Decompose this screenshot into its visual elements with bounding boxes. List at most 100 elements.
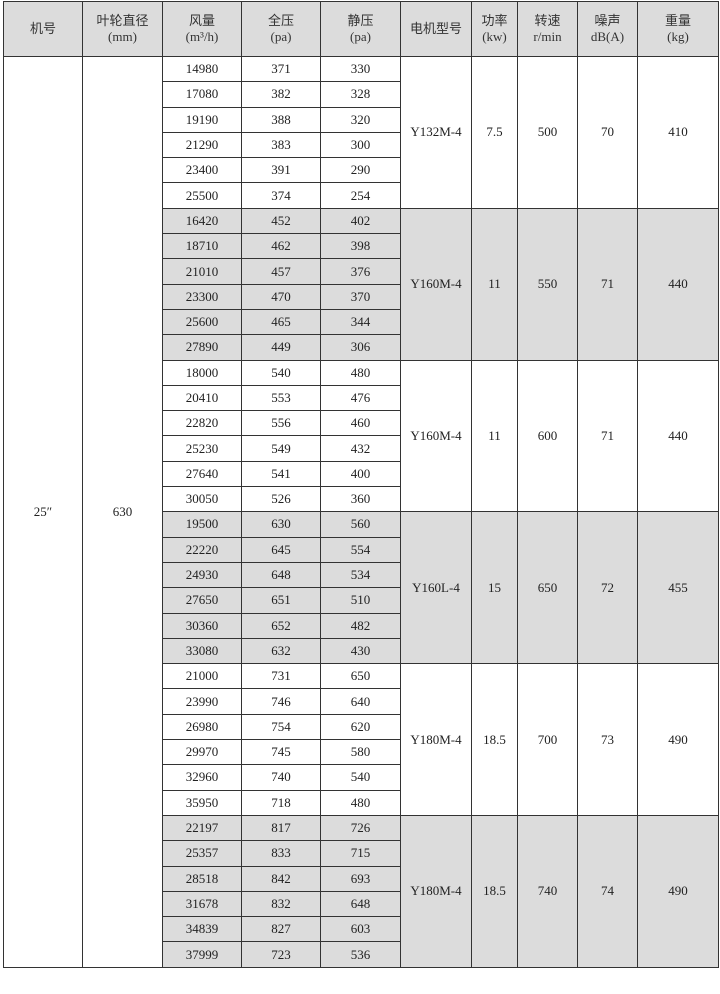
- table-row: 16420 452 402 Y160M-4 11 550 71 440: [4, 207, 719, 361]
- weight-cell: 455: [637, 511, 719, 665]
- static-pressure-cell: 554: [320, 536, 401, 563]
- noise-cell: 71: [577, 359, 638, 513]
- table-row: 22197 817 726 Y180M-4 18.5 740 74 490: [4, 814, 719, 968]
- header-row: 机号 叶轮直径 (mm) 风量 (m³/h) 全压 (pa) 静压 (pa) 电机型号 …: [3, 1, 719, 57]
- total-pressure-cell: 470: [241, 283, 321, 310]
- table-row: 19500 630 560 Y160L-4 15 650 72 455: [4, 511, 719, 665]
- table-row: 27890 449 306: [4, 334, 719, 361]
- weight-cell: 410: [637, 56, 719, 209]
- header-weight: 重量 (kg): [637, 1, 719, 57]
- static-pressure-cell: 300: [320, 131, 401, 159]
- table-row: 27640 541 400: [4, 460, 719, 488]
- airflow-cell: 25230: [162, 435, 242, 462]
- total-pressure-cell: 374: [241, 182, 321, 209]
- noise-cell: 73: [577, 663, 638, 816]
- total-pressure-cell: 817: [241, 814, 321, 842]
- airflow-cell: 23990: [162, 688, 242, 715]
- total-pressure-cell: 549: [241, 435, 321, 462]
- total-pressure-cell: 371: [241, 55, 321, 83]
- static-pressure-cell: 432: [320, 435, 401, 462]
- airflow-cell: 21290: [162, 131, 242, 159]
- total-pressure-cell: 827: [241, 916, 321, 943]
- total-pressure-cell: 648: [241, 561, 321, 589]
- airflow-cell: 33080: [162, 637, 242, 665]
- total-pressure-cell: 645: [241, 536, 321, 563]
- total-pressure-cell: 630: [241, 511, 321, 538]
- table-row: 23990 746 640: [4, 688, 719, 715]
- total-pressure-cell: 832: [241, 890, 321, 918]
- total-pressure-cell: 457: [241, 258, 321, 285]
- airflow-cell: 22820: [162, 410, 242, 437]
- airflow-cell: 22197: [162, 814, 242, 842]
- static-pressure-cell: 400: [320, 460, 401, 488]
- motor-model-cell: Y180M-4: [400, 814, 472, 968]
- airflow-cell: 25600: [162, 308, 242, 336]
- total-pressure-cell: 449: [241, 334, 321, 361]
- table-row: 26980 754 620: [4, 713, 719, 741]
- airflow-cell: 34839: [162, 916, 242, 943]
- static-pressure-cell: 290: [320, 157, 401, 184]
- noise-cell: 74: [577, 814, 638, 968]
- power-cell: 7.5: [471, 56, 518, 209]
- total-pressure-cell: 745: [241, 739, 321, 766]
- model-no-cell: 25″: [3, 56, 83, 968]
- static-pressure-cell: 510: [320, 587, 401, 614]
- airflow-cell: 21010: [162, 258, 242, 285]
- total-pressure-cell: 553: [241, 384, 321, 412]
- noise-cell: 70: [577, 56, 638, 209]
- airflow-cell: 32960: [162, 764, 242, 791]
- total-pressure-cell: 452: [241, 207, 321, 235]
- power-cell: 18.5: [471, 814, 518, 968]
- table-row: 35950 718 480: [4, 789, 719, 816]
- static-pressure-cell: 476: [320, 384, 401, 412]
- static-pressure-cell: 480: [320, 359, 401, 386]
- power-cell: 11: [471, 359, 518, 513]
- airflow-cell: 35950: [162, 789, 242, 816]
- static-pressure-cell: 648: [320, 890, 401, 918]
- table-row: 23300 470 370: [4, 283, 719, 310]
- header-total-pressure: 全压 (pa): [241, 1, 321, 57]
- static-pressure-cell: 254: [320, 182, 401, 209]
- static-pressure-cell: 402: [320, 207, 401, 235]
- airflow-cell: 29970: [162, 739, 242, 766]
- table-row: 21290 383 300: [4, 131, 719, 159]
- airflow-cell: 27650: [162, 587, 242, 614]
- static-pressure-cell: 330: [320, 55, 401, 83]
- static-pressure-cell: 398: [320, 233, 401, 260]
- total-pressure-cell: 651: [241, 587, 321, 614]
- total-pressure-cell: 632: [241, 637, 321, 665]
- airflow-cell: 18000: [162, 359, 242, 386]
- total-pressure-cell: 746: [241, 688, 321, 715]
- table-row: 17080 382 328: [4, 81, 719, 108]
- speed-cell: 740: [517, 814, 578, 968]
- airflow-cell: 20410: [162, 384, 242, 412]
- static-pressure-cell: 376: [320, 258, 401, 285]
- speed-cell: 700: [517, 663, 578, 816]
- airflow-cell: 21000: [162, 663, 242, 690]
- airflow-cell: 31678: [162, 890, 242, 918]
- airflow-cell: 16420: [162, 207, 242, 235]
- static-pressure-cell: 620: [320, 713, 401, 741]
- table-row: 22220 645 554: [4, 536, 719, 563]
- impeller-dia-cell: 630: [82, 56, 163, 968]
- airflow-cell: 18710: [162, 233, 242, 260]
- total-pressure-cell: 652: [241, 612, 321, 639]
- static-pressure-cell: 640: [320, 688, 401, 715]
- static-pressure-cell: 430: [320, 637, 401, 665]
- static-pressure-cell: 360: [320, 486, 401, 513]
- table-row: 22820 556 460: [4, 410, 719, 437]
- airflow-cell: 23300: [162, 283, 242, 310]
- airflow-cell: 27640: [162, 460, 242, 488]
- total-pressure-cell: 740: [241, 764, 321, 791]
- static-pressure-cell: 370: [320, 283, 401, 310]
- table-row: 33080 632 430: [4, 637, 719, 665]
- table-row: 30050 526 360: [4, 486, 719, 513]
- static-pressure-cell: 480: [320, 789, 401, 816]
- airflow-cell: 30050: [162, 486, 242, 513]
- total-pressure-cell: 842: [241, 865, 321, 892]
- total-pressure-cell: 754: [241, 713, 321, 741]
- total-pressure-cell: 526: [241, 486, 321, 513]
- table-row: 19190 388 320: [4, 106, 719, 133]
- total-pressure-cell: 391: [241, 157, 321, 184]
- table-row: 21000 731 650 Y180M-4 18.5 700 73 490: [4, 663, 719, 816]
